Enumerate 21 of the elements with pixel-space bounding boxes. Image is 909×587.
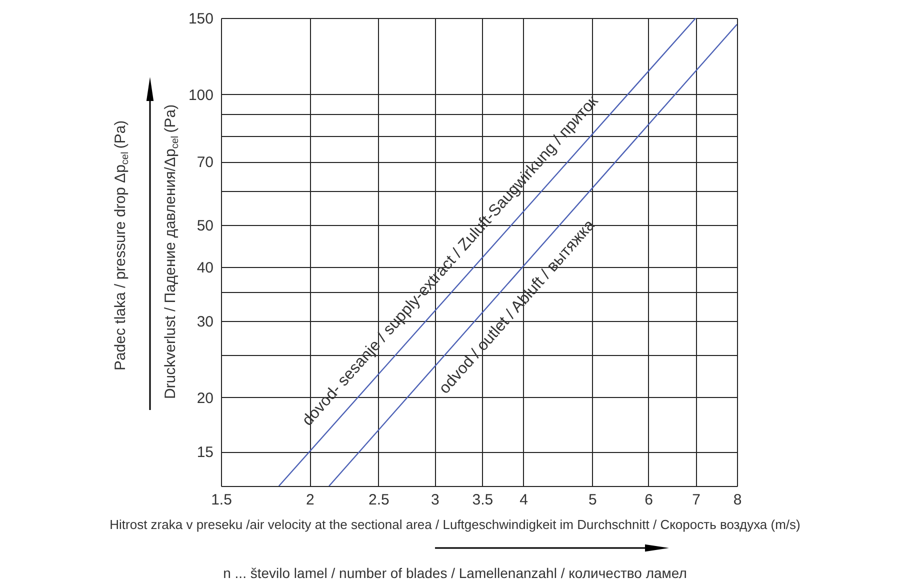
- y-tick-label: 15: [196, 444, 214, 462]
- y-tick-label: 150: [188, 10, 214, 28]
- y-tick-label: 40: [196, 259, 214, 276]
- x-tick-label: 5: [588, 492, 597, 508]
- x-tick-label: 4: [520, 492, 528, 508]
- text: n ... število lamel / number of blades / Lamellenanzahl / количество ламел: [223, 565, 687, 581]
- y-tick-label: 20: [196, 390, 214, 407]
- y-tick-label: 70: [196, 154, 214, 172]
- x-tick-label: 2: [306, 492, 314, 508]
- x-tick-label: 8: [733, 492, 742, 508]
- text: Padec tlaka / pressure drop Δpcel (Pa) Druckverlust / Падение давления/Δpcel (Pa): [112, 104, 181, 400]
- y-tick-label: 50: [196, 217, 214, 234]
- x-tick-label: 3: [430, 492, 440, 508]
- y-tick-label: 30: [196, 314, 214, 331]
- y-tick-label: 100: [188, 86, 214, 104]
- x-tick-label: 7: [692, 492, 701, 508]
- x-tick-label: 2.5: [368, 492, 390, 508]
- x-tick-label: 6: [644, 492, 653, 508]
- x-axis-title: Hitrost zraka v preseku /air velocity at the sectional area / Luftgeschwindigkeit im Durchschnitt / Скорость воздуха (m/s): [110, 517, 800, 532]
- x-tick-label: 1.5: [211, 492, 232, 508]
- x-tick-label: 3.5: [472, 492, 494, 508]
